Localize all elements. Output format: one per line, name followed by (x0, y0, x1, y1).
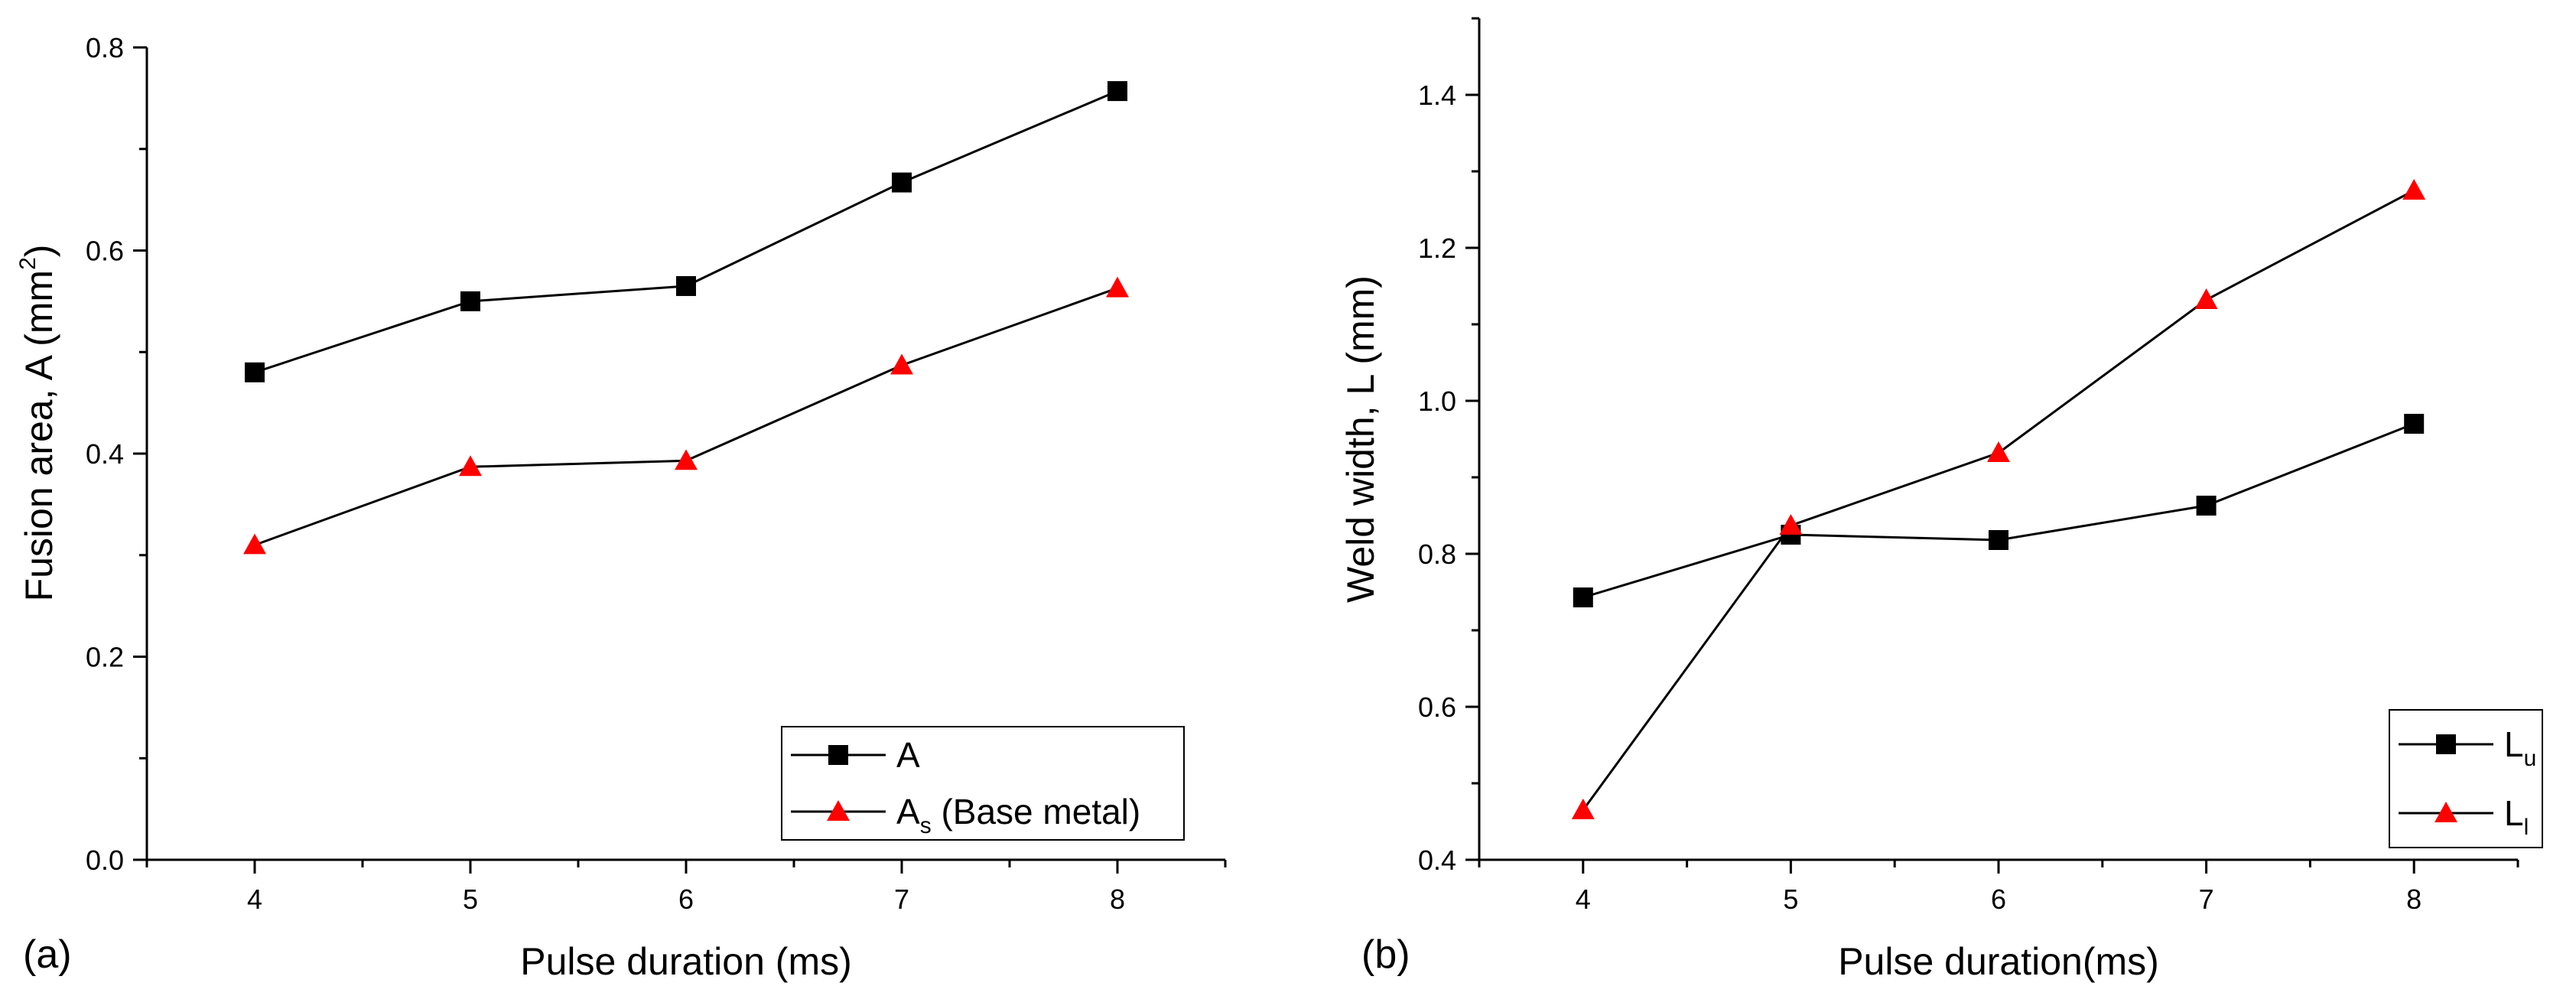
data-point (1987, 441, 2010, 462)
data-point (676, 275, 696, 296)
legend-marker (2436, 734, 2456, 754)
y-tick-label: 1.4 (1418, 80, 1456, 111)
x-tick-label: 8 (1110, 883, 1125, 915)
legend-label-main: A (896, 735, 920, 775)
data-point (2194, 288, 2218, 309)
data-point (1106, 276, 1129, 298)
y-tick-label: 0.6 (1418, 691, 1456, 723)
legend-label-subscript: s (920, 813, 932, 838)
legend-label-main: L (2504, 793, 2524, 833)
series-second (243, 276, 1129, 555)
y-axis-label-main: Weld width, L (mm) (1339, 275, 1382, 603)
x-tick-label: 5 (463, 883, 478, 915)
data-point (1107, 81, 1127, 102)
legend-label-main: L (2504, 724, 2524, 764)
panel-label: (a) (23, 932, 72, 977)
legend-marker (2435, 802, 2457, 822)
data-point (2402, 179, 2426, 200)
legend-label: Lu (2504, 724, 2536, 771)
x-tick-label: 7 (894, 883, 909, 915)
panel-label: (b) (1361, 932, 1410, 977)
y-tick-label: 1.2 (1418, 233, 1456, 264)
x-tick-label: 5 (1783, 883, 1798, 915)
data-point (459, 455, 482, 477)
x-tick-label: 4 (247, 883, 262, 915)
x-axis-label: Pulse duration(ms) (1838, 940, 2159, 983)
legend-box (2389, 709, 2543, 848)
y-tick-label: 0.6 (86, 236, 124, 267)
legend-label: Ll (2504, 793, 2529, 840)
legend-label: A (896, 735, 920, 775)
chart-panel-b: 4 5 6 7 8 0.4 0.6 0.8 1.0 1.2 1.4 Pulse duration(ms… (1339, 17, 2543, 983)
x-tick-label: 6 (1991, 883, 2006, 915)
chart-panel-a: 4 5 6 7 8 0.0 0.2 0.4 0.6 0.8 Pulse duration (ms) F… (15, 32, 1227, 983)
legend-label: As (Base metal) (896, 792, 1140, 838)
y-tick-label: 0.8 (86, 32, 124, 63)
legend-marker (827, 800, 850, 821)
y-tick-label: 0.8 (1418, 539, 1456, 570)
legend-label-subscript: u (2524, 746, 2537, 771)
legend-box (781, 726, 1185, 841)
y-tick-label: 0.4 (1418, 844, 1456, 876)
data-point (245, 362, 265, 382)
series-line (254, 287, 1118, 546)
y-axis-label-superscript: 2 (15, 257, 41, 270)
x-axis-label: Pulse duration (ms) (520, 940, 852, 983)
x-tick-label: 8 (2406, 883, 2422, 915)
data-point (1779, 514, 1803, 535)
data-point (460, 291, 480, 311)
data-point (1571, 799, 1595, 819)
series-first (245, 81, 1127, 382)
series-line (254, 89, 1118, 374)
data-point (243, 533, 266, 555)
data-point (675, 449, 698, 470)
y-tick-label: 1.0 (1418, 386, 1456, 417)
data-point (890, 353, 913, 375)
legend-label-rest: (Base metal) (932, 792, 1141, 831)
x-tick-label: 6 (678, 883, 694, 915)
data-point (1989, 530, 2008, 550)
y-axis-label-suffix: ) (18, 245, 60, 258)
y-tick-label: 0.2 (86, 642, 124, 673)
legend: AAs (Base metal) (781, 726, 1185, 841)
legend-marker (828, 745, 848, 765)
x-tick-label: 4 (1576, 883, 1591, 915)
x-tick-label: 7 (2199, 883, 2214, 915)
y-axis-label-main: Fusion area, A (mm (18, 270, 60, 602)
legend-label-subscript: l (2524, 815, 2529, 840)
data-point (892, 172, 912, 193)
legend-label-main: A (896, 792, 920, 831)
y-axis-label: Fusion area, A (mm2) (15, 245, 60, 602)
y-tick-label: 0.0 (86, 844, 124, 876)
y-axis-label: Weld width, L (mm) (1339, 275, 1382, 603)
series-second (1571, 179, 2426, 819)
data-point (1573, 587, 1593, 607)
data-point (2404, 414, 2425, 434)
series-first (1573, 414, 2425, 607)
data-point (2196, 496, 2217, 516)
y-tick-label: 0.4 (86, 438, 124, 470)
series-line (1582, 189, 2415, 811)
